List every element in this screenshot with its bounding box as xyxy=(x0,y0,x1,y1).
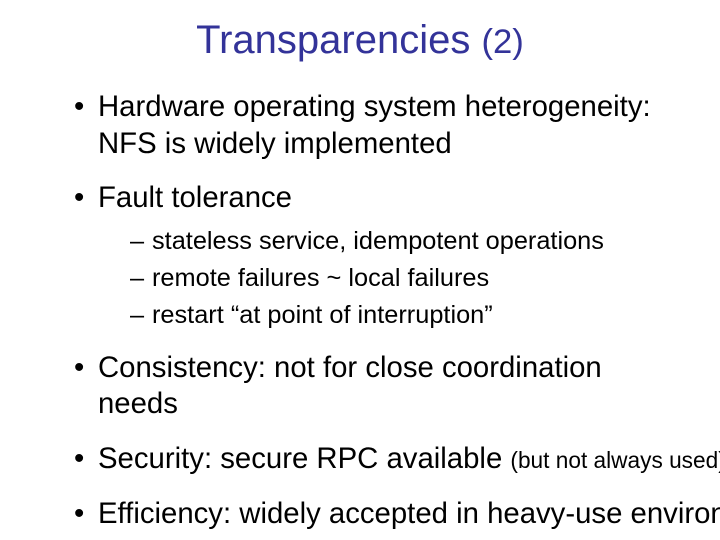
bullet-security-small: (but not always used) xyxy=(510,447,720,473)
title-main: Transparencies xyxy=(196,18,481,62)
bullet-security-main: Security: secure RPC available xyxy=(98,442,510,475)
bullet-fault: Fault tolerance stateless service, idemp… xyxy=(74,180,680,331)
sub-restart: restart “at point of interruption” xyxy=(130,299,680,332)
slide-title: Transparencies (2) xyxy=(40,18,680,63)
bullet-fault-text: Fault tolerance xyxy=(98,181,292,214)
sub-remote: remote failures ~ local failures xyxy=(130,262,680,295)
bullet-efficiency: Efficiency: widely accepted in heavy-use… xyxy=(74,496,680,533)
bullet-list: Hardware operating system heterogeneity:… xyxy=(40,89,680,532)
bullet-hardware-line2: NFS is widely implemented xyxy=(98,127,452,160)
bullet-security: Security: secure RPC available (but not … xyxy=(74,441,680,478)
bullet-efficiency-text: Efficiency: widely accepted in heavy-use… xyxy=(98,497,720,530)
bullet-hardware-line1: Hardware operating system heterogeneity: xyxy=(98,90,651,123)
bullet-hardware: Hardware operating system heterogeneity:… xyxy=(74,89,680,162)
sub-list-fault: stateless service, idempotent operations… xyxy=(98,225,680,332)
bullet-consistency: Consistency: not for close coordination … xyxy=(74,350,680,423)
slide: Transparencies (2) Hardware operating sy… xyxy=(0,0,720,540)
bullet-consistency-text: Consistency: not for close coordination … xyxy=(98,351,602,421)
title-suffix: (2) xyxy=(481,23,523,61)
sub-stateless: stateless service, idempotent operations xyxy=(130,225,680,258)
